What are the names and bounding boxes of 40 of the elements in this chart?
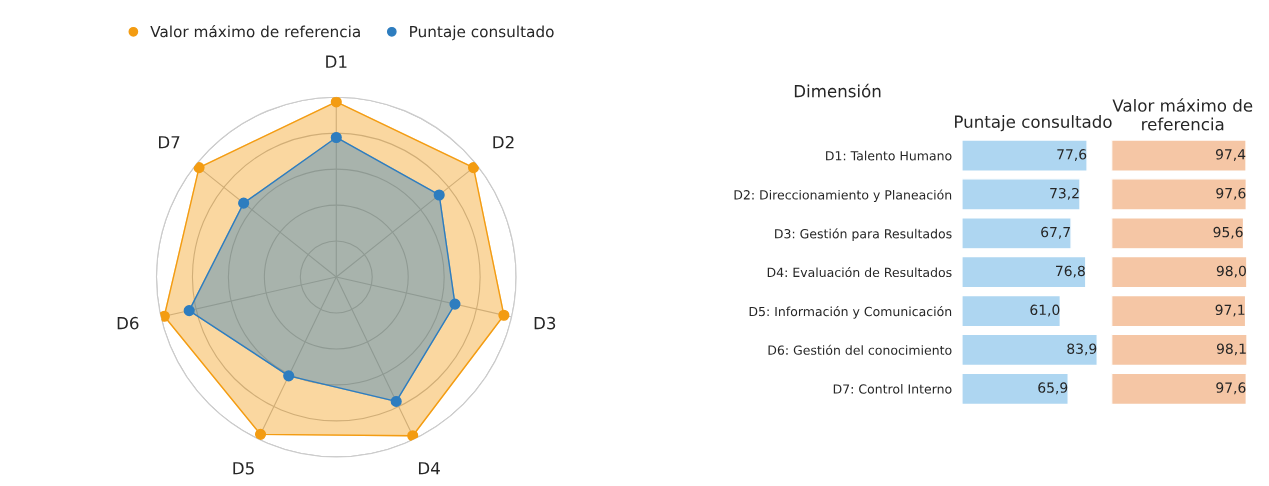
chart-title: Puntaje consultado bbox=[955, 115, 1112, 132]
spoke-label: D3 bbox=[534, 316, 556, 330]
data-label: 97,4 bbox=[1215, 149, 1246, 161]
y-tick-label: D3: Gestión para Resultados bbox=[775, 228, 952, 241]
bar bbox=[961, 372, 1069, 406]
data-label: 97,1 bbox=[1215, 304, 1245, 317]
y-tick-label: D1: Talento Humano bbox=[826, 150, 952, 161]
data-label: 97,6 bbox=[1216, 187, 1246, 200]
spoke-label: D7 bbox=[159, 136, 180, 149]
spoke-label: D2 bbox=[493, 135, 514, 149]
spoke-label: D1 bbox=[326, 55, 347, 68]
data-label: 76,8 bbox=[1056, 265, 1085, 278]
legend-label: Puntaje consultado bbox=[410, 25, 554, 41]
y-tick-label: D4: Evaluación de Resultados bbox=[767, 266, 952, 278]
spoke-label: D4 bbox=[418, 462, 440, 475]
y-tick-label: D2: Direccionamiento y Planeación bbox=[734, 189, 952, 202]
data-label: 98,0 bbox=[1216, 265, 1246, 278]
data-label: 65,9 bbox=[1038, 382, 1068, 395]
data-label: 61,0 bbox=[1030, 304, 1060, 317]
data-label: 95,6 bbox=[1213, 226, 1243, 239]
y-tick-label: D7: Control Interno bbox=[833, 384, 952, 394]
legend-label: Valor máximo de referencia bbox=[150, 24, 360, 38]
bar bbox=[961, 333, 1098, 367]
data-label: 73,2 bbox=[1050, 187, 1079, 200]
y-tick-label: D6: Gestión del conocimiento bbox=[768, 344, 952, 355]
bar bbox=[961, 178, 1081, 211]
data-label: 97,6 bbox=[1216, 382, 1246, 395]
chart-title: Valor máximo de referencia bbox=[1112, 98, 1253, 131]
bar bbox=[961, 255, 1087, 289]
bar bbox=[961, 139, 1088, 172]
data-label: 77,6 bbox=[1057, 149, 1087, 161]
data-label: 67,7 bbox=[1041, 226, 1070, 239]
bar bbox=[961, 294, 1062, 328]
y-axis-title: Dimensión bbox=[794, 83, 881, 98]
bar bbox=[961, 217, 1072, 250]
data-label: 83,9 bbox=[1067, 343, 1097, 356]
spoke-label: D6 bbox=[117, 316, 139, 330]
spoke-label: D5 bbox=[233, 462, 254, 475]
data-label: 98,1 bbox=[1216, 343, 1246, 356]
y-tick-label: D5: Información y Comunicación bbox=[749, 306, 952, 319]
